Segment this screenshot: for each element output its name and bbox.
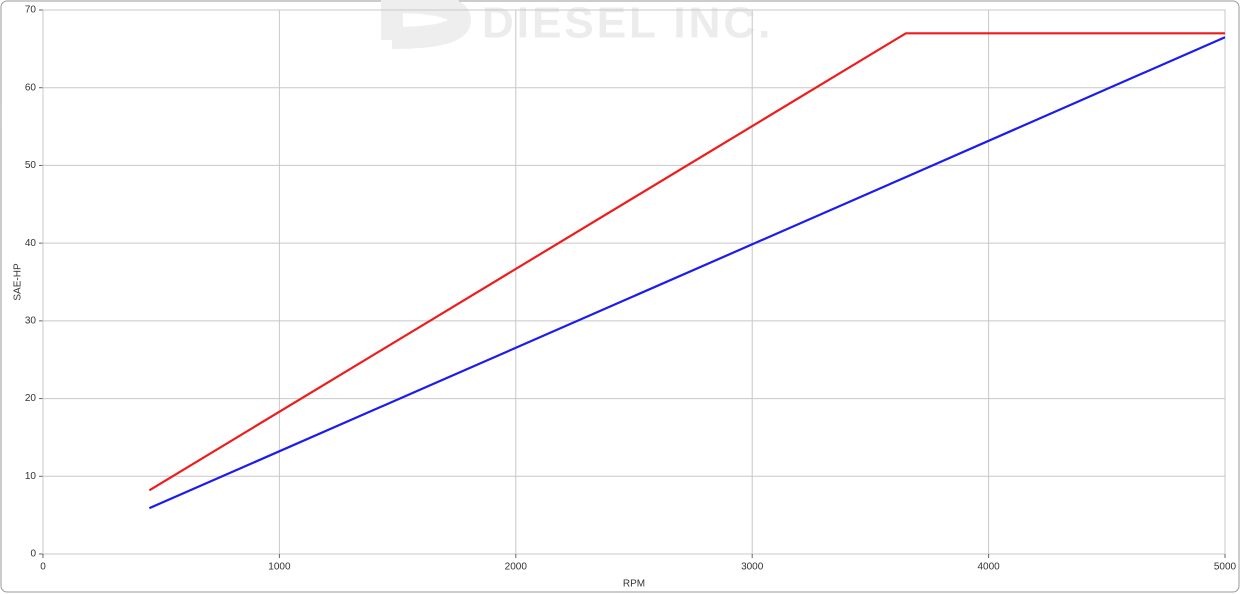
- y-axis-label: SAE-HP: [13, 263, 24, 301]
- line-series: [148, 32, 1225, 492]
- x-tick-label: 0: [40, 562, 46, 573]
- watermark: DIESEL INC.: [482, 0, 773, 48]
- y-tick-label: 10: [25, 471, 37, 482]
- x-tick-label: 4000: [977, 562, 1000, 573]
- y-tick-label: 30: [25, 315, 37, 326]
- x-tick-label: 5000: [1214, 562, 1237, 573]
- x-tick-label: 3000: [741, 562, 764, 573]
- line-series: [148, 36, 1226, 510]
- y-tick-label: 70: [25, 5, 37, 16]
- x-tick-label: 1000: [268, 562, 291, 573]
- y-tick-label: 0: [30, 549, 36, 560]
- y-tick-label: 40: [25, 238, 37, 249]
- y-tick-label: 50: [25, 160, 37, 171]
- x-tick-label: 2000: [505, 562, 528, 573]
- y-tick-label: 60: [25, 82, 37, 93]
- x-axis-label: RPM: [623, 579, 645, 590]
- y-tick-label: 20: [25, 393, 37, 404]
- logo: [381, 0, 472, 49]
